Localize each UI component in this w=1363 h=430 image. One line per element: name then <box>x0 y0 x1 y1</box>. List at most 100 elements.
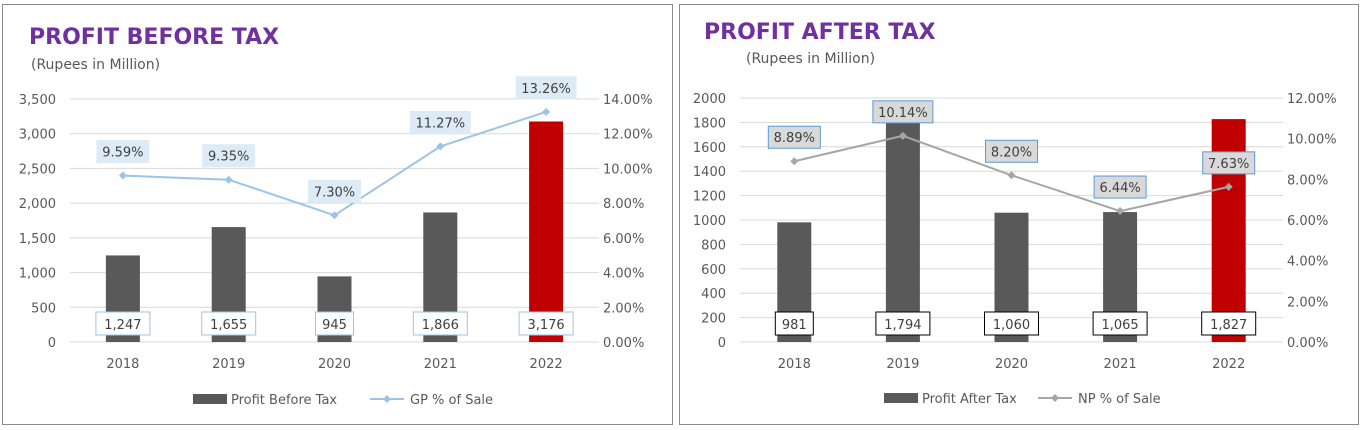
bar-value-label: 1,247 <box>104 318 141 333</box>
y-tick-label: 0 <box>718 336 726 351</box>
bar-value-label-box <box>95 311 151 336</box>
x-tick-label: 2019 <box>886 357 919 372</box>
bar-value-label-box <box>774 311 814 336</box>
line-value-label-box <box>202 144 256 168</box>
bar-value-label-box <box>412 311 468 336</box>
bar-value-label: 1,065 <box>1101 318 1138 333</box>
legend-label: Profit After Tax <box>922 392 1017 407</box>
y2-tick-label: 0.00% <box>603 336 644 351</box>
y-tick-label: 1200 <box>693 190 726 205</box>
line-value-label: 6.44% <box>1099 181 1140 196</box>
legend-label: GP % of Sale <box>410 393 493 408</box>
line-value-label-box <box>515 76 577 100</box>
line-value-label-box <box>308 179 361 203</box>
x-tick-label: 2018 <box>106 357 139 372</box>
y2-tick-label: 4.00% <box>603 267 644 282</box>
chart-title: PROFIT AFTER TAX <box>704 20 936 45</box>
line-value-label: 8.20% <box>991 145 1032 160</box>
x-tick-label: 2021 <box>424 357 457 372</box>
y2-tick-label: 10.00% <box>603 162 653 177</box>
line-marker <box>542 107 551 116</box>
legend-swatch-marker <box>383 395 391 403</box>
y-tick-label: 0 <box>48 336 56 351</box>
line-value-label: 9.35% <box>208 150 249 165</box>
chart-title: PROFIT BEFORE TAX <box>29 25 280 50</box>
chart-panel-profit-before-tax: PROFIT BEFORE TAX (Rupees in Million) 0 5… <box>2 4 673 425</box>
line-marker <box>436 142 445 151</box>
legend-label: Profit Before Tax <box>231 393 337 408</box>
y2-tick-label: 14.00% <box>603 93 653 108</box>
x-tick-label: 2018 <box>778 357 811 372</box>
chart-panel-profit-after-tax: PROFIT AFTER TAX (Rupees in Million) 0 20… <box>679 4 1359 425</box>
y-tick-label: 500 <box>31 301 56 316</box>
y-tick-label: 1,000 <box>19 267 56 282</box>
y2-tick-label: 2.00% <box>603 301 644 316</box>
x-tick-label: 2022 <box>1212 357 1245 372</box>
bar-value-label: 945 <box>322 318 347 333</box>
y-tick-label: 600 <box>701 263 726 278</box>
line-marker <box>1007 171 1016 180</box>
y-tick-label: 1800 <box>693 116 726 131</box>
y2-tick-label: 0.00% <box>1287 336 1328 351</box>
line-value-label-box <box>96 140 150 164</box>
bar-value-label-box <box>315 311 354 336</box>
chart-plot-pat: 0 200 400 600 800 1000 1200 1400 1600 1800 2000 0.0… <box>693 92 1337 407</box>
line-marker <box>1116 207 1125 216</box>
bar-value-label-box <box>1092 311 1148 336</box>
y-tick-label: 1400 <box>693 165 726 180</box>
y2-tick-label: 10.00% <box>1287 133 1337 148</box>
bar-value-label-box <box>518 311 574 336</box>
line-value-label: 7.63% <box>1208 157 1249 172</box>
line-value-label-box <box>1202 151 1256 175</box>
bar-value-label: 1,060 <box>993 318 1030 333</box>
y2-tick-label: 8.00% <box>1287 173 1328 188</box>
y-tick-label: 3,500 <box>19 93 56 108</box>
chart-subtitle: (Rupees in Million) <box>746 51 876 67</box>
y-tick-label: 400 <box>701 287 726 302</box>
y-tick-label: 2,000 <box>19 197 56 212</box>
line-value-label: 8.89% <box>774 131 815 146</box>
line-value-label: 13.26% <box>521 82 571 97</box>
bar-value-label-box <box>984 311 1039 336</box>
line-marker <box>118 171 127 180</box>
y2-tick-label: 12.00% <box>1287 92 1337 107</box>
y2-tick-label: 8.00% <box>603 197 644 212</box>
legend-label: NP % of Sale <box>1078 392 1161 407</box>
bar-value-label-box <box>1201 311 1257 336</box>
line-value-label-box <box>985 139 1038 163</box>
line-marker <box>898 131 907 140</box>
x-tick-label: 2021 <box>1104 357 1137 372</box>
legend-swatch-bar <box>193 394 227 404</box>
y-tick-label: 1600 <box>693 141 726 156</box>
line-value-label: 7.30% <box>314 185 355 200</box>
bar-value-label-box <box>201 311 257 336</box>
line-value-label: 10.14% <box>878 106 928 121</box>
line-value-label: 9.59% <box>102 146 143 161</box>
y2-tick-label: 12.00% <box>603 128 653 143</box>
x-tick-label: 2020 <box>995 357 1028 372</box>
bar-value-label: 981 <box>782 318 807 333</box>
line-value-label: 11.27% <box>416 116 466 131</box>
line-marker <box>330 211 339 220</box>
y-tick-label: 1,500 <box>19 232 56 247</box>
chart-plot-pbt: 0 500 1,000 1,500 2,000 2,500 3,000 3,500 0.00% 2… <box>19 76 653 408</box>
chart-subtitle: (Rupees in Million) <box>31 57 161 73</box>
x-tick-label: 2022 <box>530 357 563 372</box>
y2-tick-label: 2.00% <box>1287 295 1328 310</box>
line-value-label-box <box>409 110 471 134</box>
y-tick-label: 1000 <box>693 214 726 229</box>
y2-tick-label: 6.00% <box>1287 214 1328 229</box>
y-tick-label: 3,000 <box>19 128 56 143</box>
y-tick-label: 2,500 <box>19 162 56 177</box>
y-tick-label: 200 <box>701 312 726 327</box>
y2-tick-label: 4.00% <box>1287 255 1328 270</box>
line-marker <box>790 157 799 166</box>
x-tick-label: 2019 <box>212 357 245 372</box>
legend-swatch-bar <box>884 393 918 403</box>
y-tick-label: 800 <box>701 238 726 253</box>
y-tick-label: 2000 <box>693 92 726 107</box>
line-marker <box>224 175 233 184</box>
line-value-label-box <box>872 100 934 124</box>
line-marker <box>1224 182 1233 191</box>
bar-value-label-box <box>875 311 931 336</box>
